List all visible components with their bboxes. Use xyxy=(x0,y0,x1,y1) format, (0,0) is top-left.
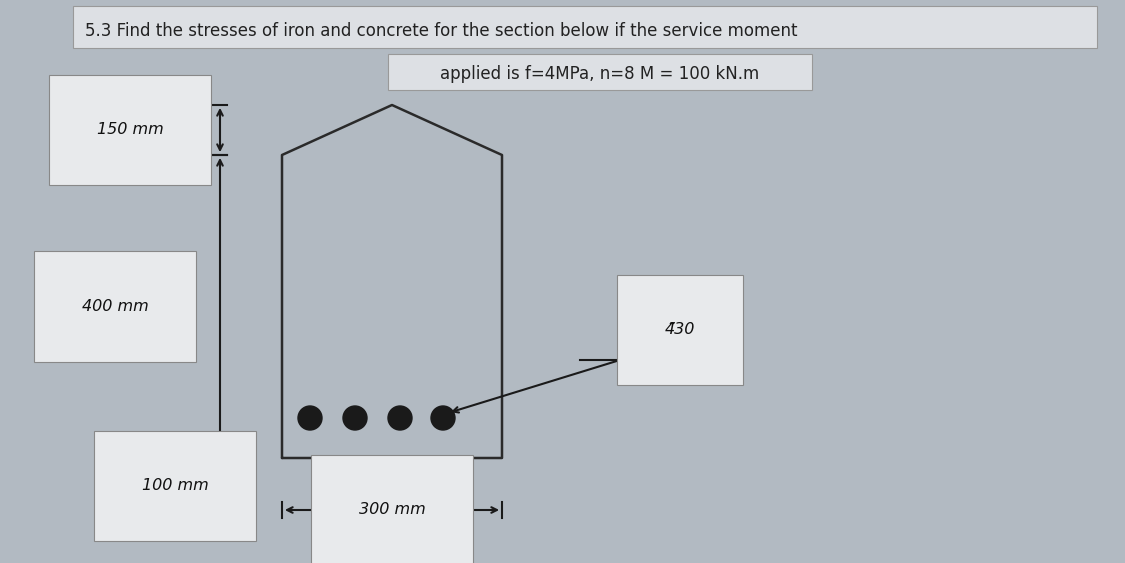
Text: 150 mm: 150 mm xyxy=(97,123,163,137)
Text: applied is f=4MPa, n=8 M = 100 kN.m: applied is f=4MPa, n=8 M = 100 kN.m xyxy=(440,65,759,83)
Text: 5.3 Find the stresses of iron and concrete for the section below if the service : 5.3 Find the stresses of iron and concre… xyxy=(86,22,798,40)
Circle shape xyxy=(298,406,322,430)
FancyBboxPatch shape xyxy=(388,54,812,90)
Text: 4̃30: 4̃30 xyxy=(665,323,695,337)
Circle shape xyxy=(388,406,412,430)
Text: 100 mm: 100 mm xyxy=(142,479,208,494)
Text: 300 mm: 300 mm xyxy=(359,503,425,517)
Circle shape xyxy=(343,406,367,430)
FancyBboxPatch shape xyxy=(73,6,1097,48)
Circle shape xyxy=(431,406,454,430)
Text: 400 mm: 400 mm xyxy=(82,299,148,314)
